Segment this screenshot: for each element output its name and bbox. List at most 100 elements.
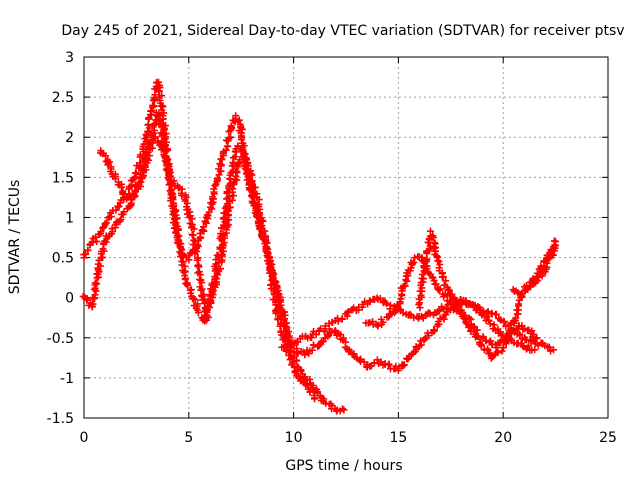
grid bbox=[84, 57, 608, 418]
data-point bbox=[426, 227, 434, 235]
data-point bbox=[508, 326, 516, 334]
y-tick-label: 2.5 bbox=[52, 90, 74, 106]
data-point bbox=[194, 262, 202, 270]
data-point bbox=[132, 169, 140, 177]
data-point bbox=[294, 338, 302, 346]
data-point bbox=[229, 154, 237, 162]
data-point bbox=[215, 171, 223, 179]
data-point bbox=[444, 286, 452, 294]
data-point bbox=[373, 356, 381, 364]
data-point bbox=[241, 155, 249, 163]
data-point bbox=[528, 327, 536, 335]
data-point bbox=[251, 183, 259, 191]
data-point bbox=[485, 316, 493, 324]
y-tick-label: 2 bbox=[65, 130, 74, 146]
data-point bbox=[269, 273, 277, 281]
data-point bbox=[190, 225, 198, 233]
data-point bbox=[262, 236, 270, 244]
data-point bbox=[191, 250, 199, 258]
data-point bbox=[274, 290, 282, 298]
y-tick-label: -1.5 bbox=[47, 411, 74, 427]
y-tick-label: 3 bbox=[65, 50, 74, 66]
data-point bbox=[435, 286, 443, 294]
data-point bbox=[201, 317, 209, 325]
data-point bbox=[309, 381, 317, 389]
data-point bbox=[198, 285, 206, 293]
data-point bbox=[159, 103, 167, 111]
data-point bbox=[270, 280, 278, 288]
data-point bbox=[523, 282, 531, 290]
data-point bbox=[103, 219, 111, 227]
data-point bbox=[321, 322, 329, 330]
data-point bbox=[374, 322, 382, 330]
data-point bbox=[151, 133, 159, 141]
data-point bbox=[223, 189, 231, 197]
data-point bbox=[379, 318, 387, 326]
x-tick-label: 10 bbox=[285, 430, 303, 446]
data-point bbox=[339, 405, 347, 413]
data-point bbox=[529, 333, 537, 341]
data-point bbox=[311, 394, 319, 402]
data-point bbox=[217, 162, 225, 170]
data-point bbox=[442, 304, 450, 312]
data-point bbox=[515, 302, 523, 310]
data-point bbox=[535, 273, 543, 281]
x-tick-label: 0 bbox=[80, 430, 89, 446]
data-point bbox=[430, 326, 438, 334]
data-point bbox=[436, 285, 444, 293]
data-point bbox=[293, 357, 301, 365]
data-point bbox=[436, 261, 444, 269]
data-point bbox=[428, 233, 436, 241]
data-point bbox=[512, 314, 520, 322]
data-point bbox=[248, 191, 256, 199]
data-point bbox=[280, 322, 288, 330]
data-point bbox=[91, 279, 99, 287]
data-point bbox=[259, 217, 267, 225]
data-point bbox=[216, 243, 224, 251]
data-point bbox=[108, 225, 116, 233]
data-point bbox=[256, 224, 264, 232]
data-point bbox=[81, 250, 89, 258]
data-point bbox=[281, 342, 289, 350]
data-point bbox=[83, 296, 91, 304]
data-point bbox=[327, 329, 335, 337]
data-point bbox=[144, 121, 152, 129]
data-point bbox=[276, 303, 284, 311]
data-point bbox=[389, 308, 397, 316]
y-tick-label: 1.5 bbox=[52, 170, 74, 186]
data-point bbox=[494, 348, 502, 356]
data-point bbox=[227, 133, 235, 141]
data-point bbox=[530, 277, 538, 285]
data-point bbox=[217, 230, 225, 238]
data-point bbox=[533, 334, 541, 342]
data-point bbox=[219, 215, 227, 223]
data-point bbox=[228, 168, 236, 176]
data-point bbox=[442, 277, 450, 285]
data-point bbox=[154, 137, 162, 145]
y-tick-label: 0.5 bbox=[52, 251, 74, 267]
data-point bbox=[366, 297, 374, 305]
data-point bbox=[424, 247, 432, 255]
data-point bbox=[410, 314, 418, 322]
data-point bbox=[401, 282, 409, 290]
data-point bbox=[205, 208, 213, 216]
data-point bbox=[157, 123, 165, 131]
data-point bbox=[518, 289, 526, 297]
data-point bbox=[488, 309, 496, 317]
data-point bbox=[120, 208, 128, 216]
x-tick-label: 15 bbox=[389, 430, 407, 446]
data-point bbox=[486, 320, 494, 328]
data-point bbox=[550, 346, 558, 354]
data-point bbox=[107, 165, 115, 173]
data-point bbox=[490, 321, 498, 329]
data-point bbox=[435, 320, 443, 328]
data-point bbox=[198, 279, 206, 287]
y-tick-label: 0 bbox=[65, 291, 74, 307]
data-point bbox=[338, 315, 346, 323]
data-point bbox=[174, 236, 182, 244]
data-point bbox=[111, 224, 119, 232]
data-point bbox=[487, 337, 495, 345]
data-point bbox=[211, 182, 219, 190]
data-point bbox=[492, 310, 500, 318]
data-point bbox=[498, 347, 506, 355]
